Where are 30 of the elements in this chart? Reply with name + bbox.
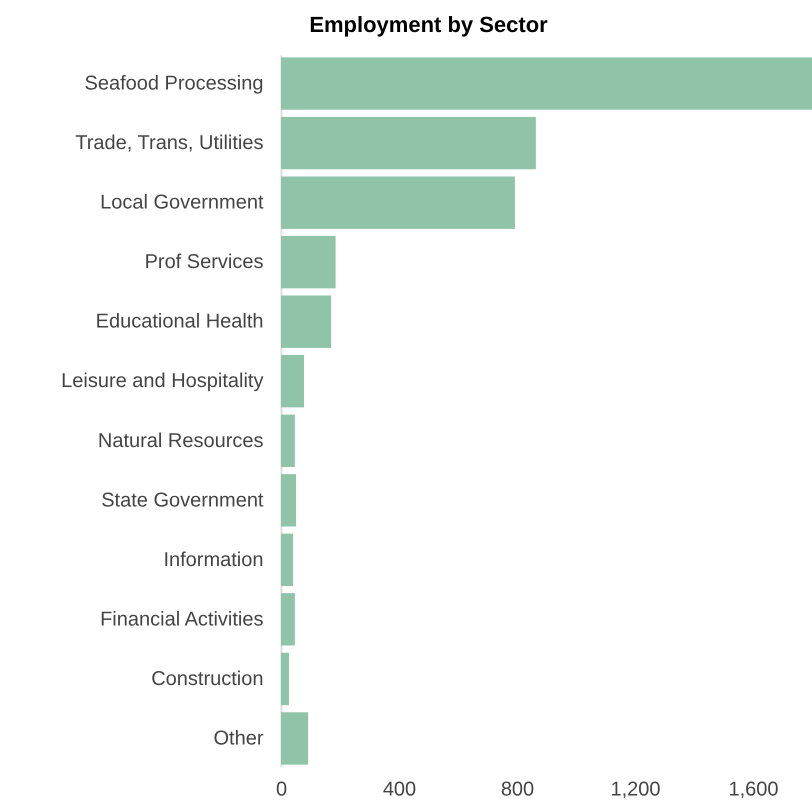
bar bbox=[281, 236, 336, 288]
bar bbox=[281, 355, 304, 408]
bar bbox=[281, 116, 536, 170]
bar bbox=[281, 593, 295, 646]
x-tick-label: 800 bbox=[500, 778, 534, 800]
x-tick-label: 1,200 bbox=[610, 778, 661, 800]
y-tick-label: Seafood Processing bbox=[84, 72, 264, 95]
bar bbox=[281, 414, 295, 467]
y-tick-label: Financial Activities bbox=[100, 608, 264, 630]
y-tick-label: Trade, Trans, Utilities bbox=[75, 132, 264, 154]
y-tick-label: State Government bbox=[101, 489, 264, 512]
bar bbox=[281, 652, 289, 706]
chart-title: Employment by Sector bbox=[309, 12, 548, 37]
x-tick-label: 0 bbox=[276, 778, 288, 800]
x-tick-label: 1,600 bbox=[728, 778, 779, 800]
bar bbox=[281, 534, 294, 586]
bar bbox=[281, 712, 308, 765]
bar bbox=[281, 296, 332, 348]
bar bbox=[281, 57, 812, 110]
y-tick-label: Educational Health bbox=[96, 310, 264, 333]
y-tick-label: Other bbox=[213, 727, 264, 750]
y-tick-label: Leisure and Hospitality bbox=[61, 370, 264, 392]
y-tick-label: Construction bbox=[151, 668, 264, 690]
y-tick-label: Natural Resources bbox=[98, 430, 264, 452]
x-tick-label: 400 bbox=[382, 778, 416, 800]
bar bbox=[281, 176, 515, 229]
y-tick-label: Prof Services bbox=[144, 251, 264, 274]
bar bbox=[281, 474, 296, 526]
y-tick-label: Information bbox=[163, 548, 264, 571]
y-tick-label: Local Government bbox=[100, 192, 264, 214]
